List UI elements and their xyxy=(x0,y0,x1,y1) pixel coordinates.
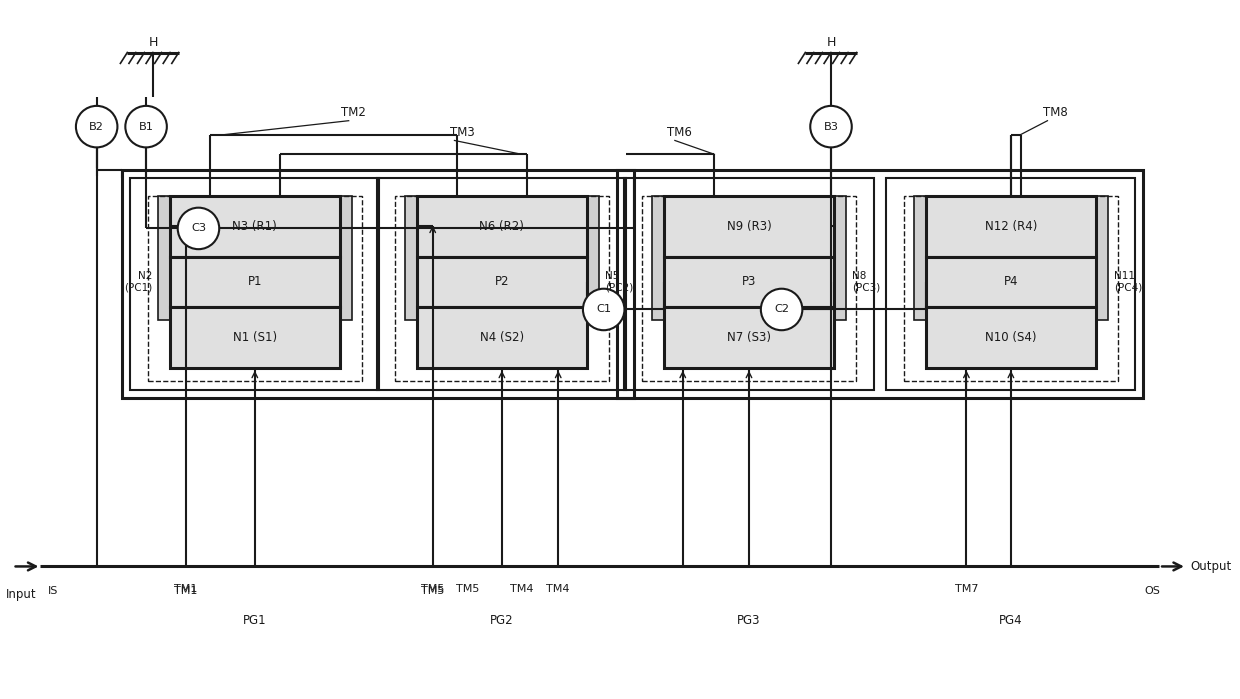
Text: Input: Input xyxy=(6,588,36,601)
Bar xyxy=(130,178,379,390)
Text: OS: OS xyxy=(1145,586,1161,596)
Text: TM4: TM4 xyxy=(547,584,570,594)
Bar xyxy=(1096,196,1107,320)
Text: B2: B2 xyxy=(89,122,104,131)
Text: C3: C3 xyxy=(191,224,206,233)
Bar xyxy=(170,257,340,306)
Bar xyxy=(340,196,352,320)
Bar xyxy=(616,170,1143,398)
Text: TM4: TM4 xyxy=(510,584,533,594)
Text: N4 (S2): N4 (S2) xyxy=(480,331,525,344)
Text: N11
(PC4): N11 (PC4) xyxy=(1114,271,1142,293)
Bar xyxy=(926,196,1096,257)
Bar xyxy=(926,306,1096,368)
Bar xyxy=(835,196,846,320)
Text: TM1: TM1 xyxy=(174,584,197,594)
Text: N10 (S4): N10 (S4) xyxy=(985,331,1037,344)
Text: N9 (R3): N9 (R3) xyxy=(727,220,771,233)
Text: P3: P3 xyxy=(742,275,756,288)
Circle shape xyxy=(125,106,167,147)
Text: H: H xyxy=(149,36,157,49)
Bar xyxy=(396,196,609,381)
Text: N1 (S1): N1 (S1) xyxy=(233,331,277,344)
Text: PG4: PG4 xyxy=(999,614,1023,627)
Text: TM5: TM5 xyxy=(422,586,444,596)
Text: N12 (R4): N12 (R4) xyxy=(985,220,1037,233)
Text: B1: B1 xyxy=(139,122,154,131)
Text: P1: P1 xyxy=(248,275,262,288)
Text: TM2: TM2 xyxy=(341,106,366,120)
Text: H: H xyxy=(826,36,836,49)
Text: TM6: TM6 xyxy=(667,126,692,139)
Text: N5
(PC2): N5 (PC2) xyxy=(605,271,632,293)
Text: TM8: TM8 xyxy=(1043,106,1068,120)
Circle shape xyxy=(810,106,852,147)
Bar xyxy=(625,178,873,390)
Text: IS: IS xyxy=(48,586,58,596)
Circle shape xyxy=(761,289,802,330)
Bar xyxy=(904,196,1117,381)
Bar xyxy=(587,196,599,320)
Bar xyxy=(405,196,417,320)
Text: TM5: TM5 xyxy=(455,584,479,594)
Text: C1: C1 xyxy=(596,305,611,315)
Bar xyxy=(663,196,835,257)
Text: TM7: TM7 xyxy=(955,584,978,594)
Text: N8
(PC3): N8 (PC3) xyxy=(852,271,880,293)
Bar xyxy=(417,257,587,306)
Text: N6 (R2): N6 (R2) xyxy=(480,220,525,233)
Bar xyxy=(926,257,1096,306)
Bar xyxy=(417,196,587,257)
Circle shape xyxy=(76,106,118,147)
Text: PG3: PG3 xyxy=(738,614,760,627)
Text: Output: Output xyxy=(1190,560,1233,573)
Bar xyxy=(157,196,170,320)
Text: N3 (R1): N3 (R1) xyxy=(232,220,278,233)
Text: PG2: PG2 xyxy=(490,614,513,627)
Bar xyxy=(663,257,835,306)
Bar xyxy=(663,306,835,368)
Text: PG1: PG1 xyxy=(243,614,267,627)
Bar xyxy=(123,170,635,398)
Text: N7 (S3): N7 (S3) xyxy=(727,331,771,344)
Text: P2: P2 xyxy=(495,275,510,288)
Bar xyxy=(887,178,1136,390)
Circle shape xyxy=(177,208,219,249)
Text: TM1: TM1 xyxy=(174,586,197,596)
Text: TM5: TM5 xyxy=(422,584,444,594)
Bar xyxy=(652,196,663,320)
Text: P4: P4 xyxy=(1003,275,1018,288)
Bar xyxy=(417,306,587,368)
Text: TM3: TM3 xyxy=(450,126,475,139)
Text: B3: B3 xyxy=(823,122,838,131)
Bar xyxy=(170,196,340,257)
Bar xyxy=(642,196,856,381)
Bar xyxy=(148,196,362,381)
Bar xyxy=(170,306,340,368)
Text: N2
(PC1): N2 (PC1) xyxy=(124,271,153,293)
Circle shape xyxy=(583,289,625,330)
Bar xyxy=(914,196,926,320)
Text: C2: C2 xyxy=(774,305,789,315)
Bar xyxy=(377,178,626,390)
